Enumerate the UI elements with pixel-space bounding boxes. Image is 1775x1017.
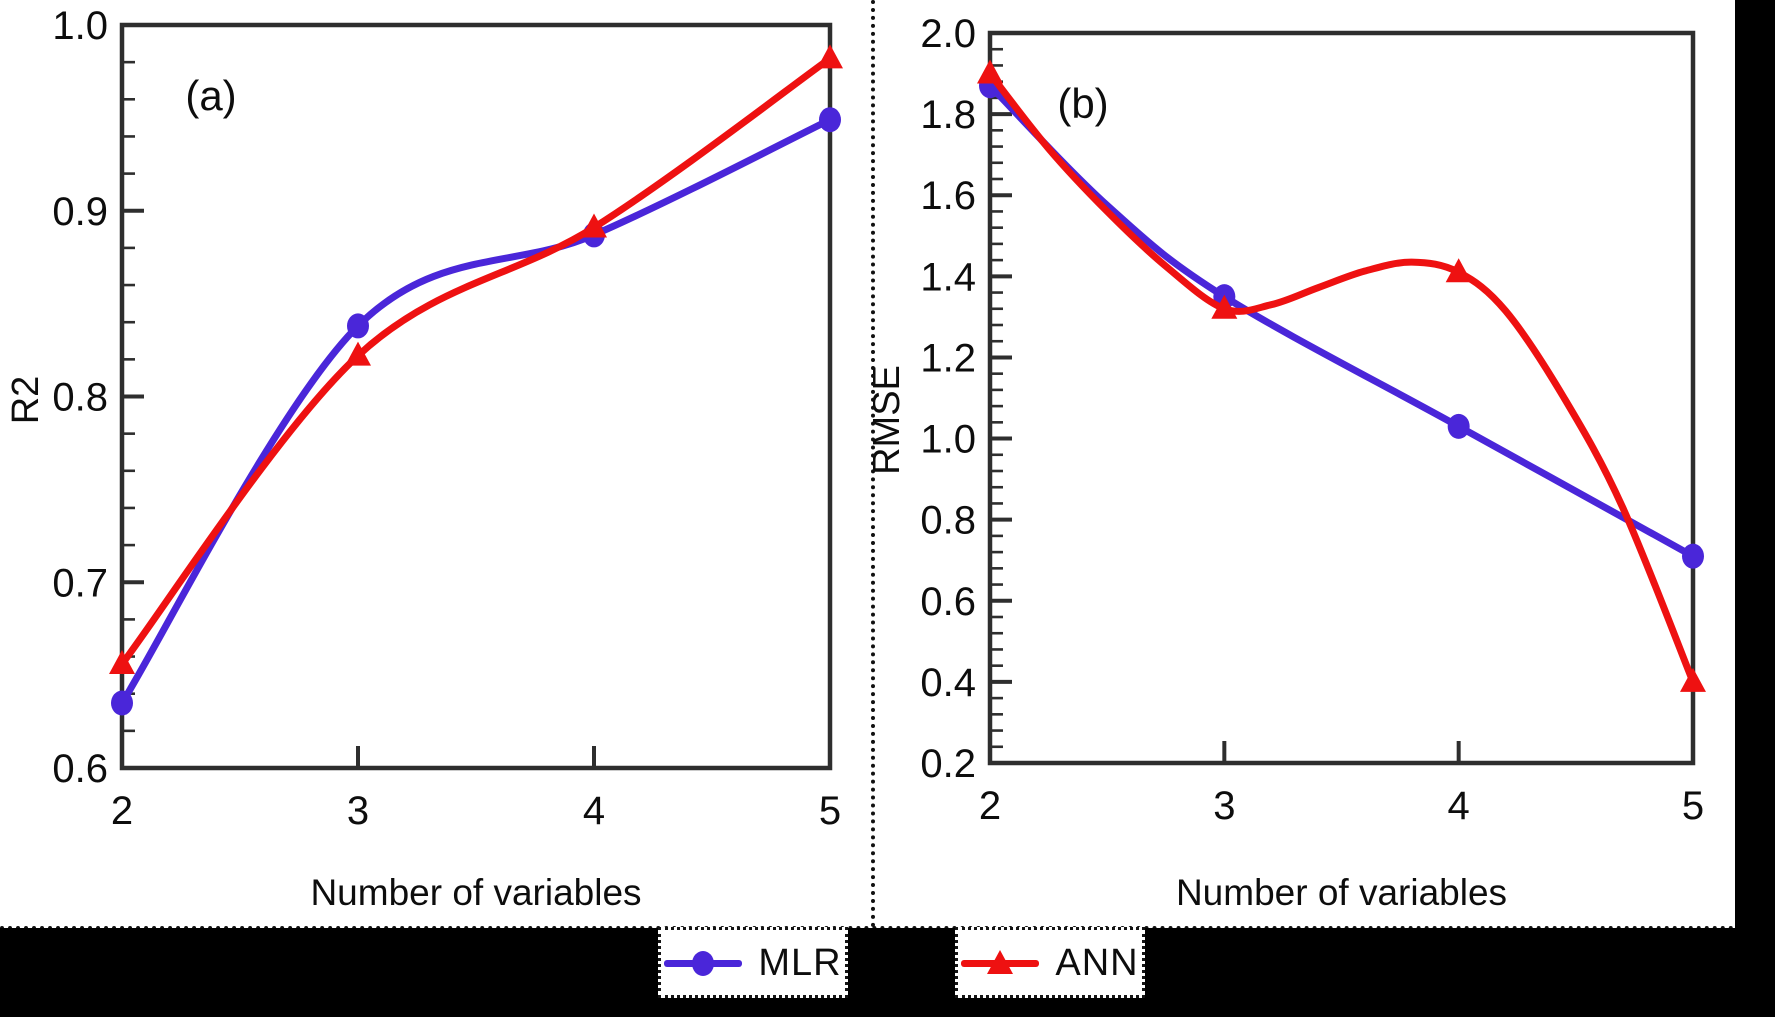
data-point-circle-mlr <box>1682 543 1704 569</box>
axis-ticks <box>988 31 1695 765</box>
chart-panel-b: 2.0 1.8 1.6 1.4 1.2 1.0 0.8 0.6 0.4 0.22 3 4 5 (b) RMS… <box>873 12 1706 913</box>
plot-frame <box>987 30 1696 766</box>
x-axis-title: Number of variables <box>310 872 641 913</box>
x-axis-tick-label: 2 <box>111 789 133 833</box>
data-point-circle-mlr <box>347 313 369 339</box>
axis-ticks <box>120 23 832 770</box>
data-point-circle-mlr <box>111 690 133 716</box>
x-axis-tick-label: 5 <box>1682 784 1704 828</box>
y-axis-tick-label: 0.4 <box>920 661 976 705</box>
x-axis-tick-label: 3 <box>1213 784 1235 828</box>
series-line-ann <box>986 70 1697 686</box>
triangle-marker-icon <box>987 949 1014 974</box>
y-axis-tick-label: 1.2 <box>920 336 976 380</box>
series-line-mlr <box>986 82 1697 560</box>
panel-divider-dotted-line <box>871 0 875 928</box>
y-axis-tick-label: 1.4 <box>920 255 976 299</box>
y-axis-title: RMSE <box>873 365 908 475</box>
bottom-black-strip <box>0 928 1775 1017</box>
data-point-triangle-ann <box>1680 667 1706 692</box>
y-axis-tick-label: 1.8 <box>920 93 976 137</box>
series-line-mlr <box>118 116 834 707</box>
x-axis-tick-label: 4 <box>583 789 605 833</box>
data-point-triangle-ann <box>817 44 843 69</box>
y-axis-tick-label: 0.2 <box>920 742 976 786</box>
y-axis-tick-label: 0.9 <box>52 190 108 234</box>
data-point-triangle-ann <box>345 341 371 366</box>
y-axis-tick-label: 0.6 <box>52 747 108 791</box>
data-point-circle-mlr <box>819 107 841 133</box>
x-axis-tick-label: 4 <box>1448 784 1470 828</box>
legend-sample-ann <box>961 948 1040 978</box>
y-axis-tick-label: 0.8 <box>52 376 108 420</box>
y-axis-tick-label: 0.7 <box>52 561 108 605</box>
y-axis-tick-label: 1.0 <box>920 418 976 462</box>
data-point-triangle-ann <box>977 59 1003 84</box>
circle-marker-icon <box>692 950 715 976</box>
y-axis-title: R2 <box>5 376 47 425</box>
x-axis-tick-label: 2 <box>979 784 1001 828</box>
data-point-triangle-ann <box>1445 258 1472 283</box>
data-point-circle-mlr <box>1447 413 1470 439</box>
legend-label-ann: ANN <box>1055 941 1139 984</box>
x-axis-tick-label: 5 <box>819 789 841 833</box>
y-axis-tick-label: 2.0 <box>920 12 976 56</box>
plot-frame <box>119 22 833 771</box>
data-point-triangle-ann <box>1211 294 1238 319</box>
x-axis-tick-label: 3 <box>347 789 369 833</box>
y-axis-tick-label: 1.6 <box>920 174 976 218</box>
right-black-strip <box>1735 0 1775 1017</box>
panel-letter-label: (b) <box>1057 80 1108 127</box>
panel-letter-label: (a) <box>185 72 236 119</box>
y-axis-tick-label: 0.6 <box>920 580 976 624</box>
legend-item-ann: ANN <box>955 927 1145 998</box>
series-line-ann <box>118 54 834 668</box>
y-axis-tick-label: 1.0 <box>52 4 108 48</box>
data-point-triangle-ann <box>109 649 135 674</box>
y-axis-tick-label: 0.8 <box>920 499 976 543</box>
legend-item-mlr: MLR <box>658 927 848 998</box>
x-axis-title: Number of variables <box>1176 872 1507 913</box>
legend-sample-mlr <box>664 948 743 978</box>
chart-panel-a: 1.0 0.9 0.8 0.7 0.62 3 4 5 (a) R2 Number of variab… <box>5 4 843 913</box>
legend-label-mlr: MLR <box>758 941 842 984</box>
data-point-triangle-ann <box>581 213 607 238</box>
